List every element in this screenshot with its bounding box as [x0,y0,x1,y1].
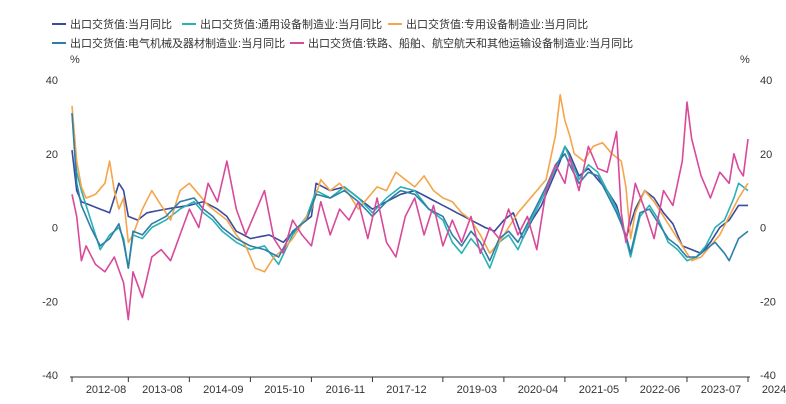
legend-label-export-total: 出口交货值:当月同比 [70,17,172,31]
legend-item-electrical-machinery[interactable]: 出口交货值:电气机械及器材制造业:当月同比 [52,36,285,50]
x-tick-label: 2012-08 [86,384,126,396]
legend-label-transport-equipment: 出口交货值:铁路、船舶、航空航天和其他运输设备制造业:当月同比 [308,36,633,50]
left-y-tick-label: -20 [42,296,58,308]
series-line-general-equipment [71,113,749,269]
right-y-tick-label: -40 [760,370,776,382]
right-y-tick-label: 20 [760,149,772,161]
series-line-export-total [71,145,748,255]
legend-label-electrical-machinery: 出口交货值:电气机械及器材制造业:当月同比 [70,36,285,50]
left-axis-unit: % [70,54,80,66]
left-y-tick-label: 0 [52,223,58,235]
chart-legend[interactable]: 出口交货值:当月同比 出口交货值:通用设备制造业:当月同比 出口交货值:专用设备… [52,17,633,50]
x-tick-label: 2024-08 [762,384,786,396]
x-tick-label: 2019-03 [457,384,497,396]
x-tick-label: 2022-06 [640,384,680,396]
left-y-axis-ticks: 40 20 0 -20 -40 [42,75,58,382]
x-tick-label: 2017-12 [386,384,426,396]
x-tick-label: 2020-04 [518,384,558,396]
legend-label-special-equipment: 出口交货值:专用设备制造业:当月同比 [406,17,588,31]
left-y-tick-label: 20 [46,149,58,161]
x-tick-label: 2015-10 [264,384,304,396]
left-y-tick-label: -40 [42,370,58,382]
x-tick-label: 2014-09 [203,384,243,396]
x-tick-label: 2016-11 [326,384,366,396]
plot-area [71,94,749,321]
legend-item-special-equipment[interactable]: 出口交货值:专用设备制造业:当月同比 [388,17,588,31]
x-tick-label: 2013-08 [142,384,182,396]
series-line-special-equipment [71,94,749,273]
legend-item-export-total[interactable]: 出口交货值:当月同比 [52,17,172,31]
x-tick-label: 2023-07 [701,384,741,396]
right-y-tick-label: 40 [760,75,772,87]
x-tick-label: 2021-05 [579,384,619,396]
x-axis-ticks: 2012-08 2013-08 2014-09 2015-10 2016-11 2017-… [71,377,786,396]
right-axis-unit: % [740,54,750,66]
legend-item-general-equipment[interactable]: 出口交货值:通用设备制造业:当月同比 [182,17,382,31]
right-y-tick-label: 0 [760,223,766,235]
left-y-tick-label: 40 [46,75,58,87]
right-y-tick-label: -20 [760,296,776,308]
series-line-electrical-machinery [71,113,749,269]
legend-item-transport-equipment[interactable]: 出口交货值:铁路、船舶、航空航天和其他运输设备制造业:当月同比 [290,36,633,50]
series-line-transport-equipment [71,101,749,321]
legend-label-general-equipment: 出口交货值:通用设备制造业:当月同比 [200,17,382,31]
right-y-axis-ticks: 40 20 0 -20 -40 [760,75,776,382]
